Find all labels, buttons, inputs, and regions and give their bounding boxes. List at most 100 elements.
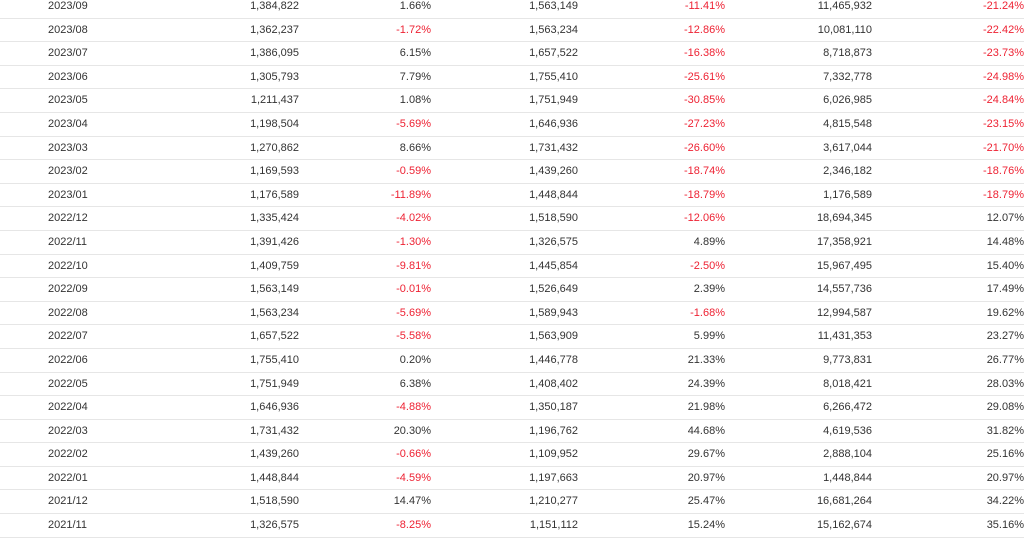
month-cell: 2022/05 [0, 372, 140, 397]
value-a-cell: 1,198,504 [140, 112, 299, 137]
value-b-cell: 1,589,943 [431, 301, 578, 326]
table-row: 2022/01 1,448,844 -4.59% 1,197,663 20.97… [0, 466, 1024, 491]
change-a-cell: 8.66% [299, 136, 431, 161]
change-a-cell: 14.47% [299, 489, 431, 515]
value-b-cell: 1,526,649 [431, 277, 578, 302]
value-a-cell: 1,751,949 [140, 372, 299, 397]
value-b-cell: 1,563,234 [431, 18, 578, 43]
table-row: 2023/02 1,169,593 -0.59% 1,439,260 -18.7… [0, 159, 1024, 184]
cumulative-cell: 4,815,548 [725, 112, 872, 137]
month-cell: 2022/04 [0, 395, 140, 420]
change-c-cell: -18.79% [872, 183, 1024, 208]
table-row: 2022/09 1,563,149 -0.01% 1,526,649 2.39%… [0, 277, 1024, 302]
month-cell: 2023/01 [0, 183, 140, 208]
change-a-cell: 20.30% [299, 419, 431, 444]
cumulative-cell: 2,888,104 [725, 442, 872, 467]
change-c-cell: -18.76% [872, 159, 1024, 184]
month-cell: 2023/05 [0, 88, 140, 113]
month-cell: 2021/11 [0, 513, 140, 538]
change-c-cell: 29.08% [872, 395, 1024, 420]
table-row: 2021/12 1,518,590 14.47% 1,210,277 25.47… [0, 489, 1024, 515]
table-row: 2022/02 1,439,260 -0.66% 1,109,952 29.67… [0, 442, 1024, 467]
month-cell: 2022/01 [0, 466, 140, 491]
value-b-cell: 1,518,590 [431, 206, 578, 231]
change-b-cell: -18.74% [578, 159, 725, 184]
change-c-cell: 31.82% [872, 419, 1024, 444]
value-a-cell: 1,563,149 [140, 277, 299, 302]
month-cell: 2023/07 [0, 41, 140, 66]
value-a-cell: 1,211,437 [140, 88, 299, 113]
month-cell: 2021/12 [0, 489, 140, 515]
change-a-cell: 1.08% [299, 88, 431, 113]
value-a-cell: 1,169,593 [140, 159, 299, 184]
value-b-cell: 1,731,432 [431, 136, 578, 161]
change-b-cell: 44.68% [578, 419, 725, 444]
change-b-cell: -11.41% [578, 0, 725, 19]
cumulative-cell: 15,162,674 [725, 513, 872, 538]
value-a-cell: 1,409,759 [140, 254, 299, 279]
change-c-cell: 28.03% [872, 372, 1024, 397]
value-a-cell: 1,384,822 [140, 0, 299, 19]
cumulative-cell: 12,994,587 [725, 301, 872, 326]
value-b-cell: 1,646,936 [431, 112, 578, 137]
table-row: 2023/07 1,386,095 6.15% 1,657,522 -16.38… [0, 41, 1024, 66]
month-cell: 2023/08 [0, 18, 140, 43]
cumulative-cell: 1,176,589 [725, 183, 872, 208]
value-a-cell: 1,755,410 [140, 348, 299, 373]
month-cell: 2022/07 [0, 324, 140, 349]
change-c-cell: -22.42% [872, 18, 1024, 43]
value-a-cell: 1,362,237 [140, 18, 299, 43]
change-c-cell: 26.77% [872, 348, 1024, 373]
value-b-cell: 1,350,187 [431, 395, 578, 420]
cumulative-cell: 8,718,873 [725, 41, 872, 66]
change-b-cell: -16.38% [578, 41, 725, 66]
change-b-cell: 21.98% [578, 395, 725, 420]
value-b-cell: 1,196,762 [431, 419, 578, 444]
value-b-cell: 1,326,575 [431, 230, 578, 255]
change-b-cell: -12.06% [578, 206, 725, 231]
month-cell: 2022/12 [0, 206, 140, 231]
change-b-cell: 24.39% [578, 372, 725, 397]
change-b-cell: -2.50% [578, 254, 725, 279]
change-a-cell: 0.20% [299, 348, 431, 373]
value-a-cell: 1,391,426 [140, 230, 299, 255]
month-cell: 2023/09 [0, 0, 140, 19]
change-c-cell: 14.48% [872, 230, 1024, 255]
table-row: 2023/05 1,211,437 1.08% 1,751,949 -30.85… [0, 88, 1024, 113]
change-a-cell: -5.69% [299, 301, 431, 326]
change-b-cell: 5.99% [578, 324, 725, 349]
cumulative-cell: 10,081,110 [725, 18, 872, 43]
cumulative-cell: 7,332,778 [725, 65, 872, 90]
table-row: 2023/08 1,362,237 -1.72% 1,563,234 -12.8… [0, 18, 1024, 43]
cumulative-cell: 9,773,831 [725, 348, 872, 373]
table-row: 2022/12 1,335,424 -4.02% 1,518,590 -12.0… [0, 206, 1024, 231]
month-cell: 2022/11 [0, 230, 140, 255]
change-c-cell: 23.27% [872, 324, 1024, 349]
change-b-cell: 4.89% [578, 230, 725, 255]
table-row: 2022/07 1,657,522 -5.58% 1,563,909 5.99%… [0, 324, 1024, 349]
change-c-cell: -23.73% [872, 41, 1024, 66]
change-b-cell: 2.39% [578, 277, 725, 302]
change-b-cell: -18.79% [578, 183, 725, 208]
table-row: 2022/05 1,751,949 6.38% 1,408,402 24.39%… [0, 372, 1024, 397]
value-a-cell: 1,448,844 [140, 466, 299, 491]
change-c-cell: 35.16% [872, 513, 1024, 538]
value-b-cell: 1,445,854 [431, 254, 578, 279]
value-b-cell: 1,439,260 [431, 159, 578, 184]
value-b-cell: 1,151,112 [431, 513, 578, 538]
value-b-cell: 1,657,522 [431, 41, 578, 66]
value-a-cell: 1,731,432 [140, 419, 299, 444]
change-b-cell: -1.68% [578, 301, 725, 326]
change-a-cell: -1.30% [299, 230, 431, 255]
change-a-cell: -0.59% [299, 159, 431, 184]
value-a-cell: 1,335,424 [140, 206, 299, 231]
change-c-cell: 17.49% [872, 277, 1024, 302]
month-cell: 2023/06 [0, 65, 140, 90]
change-a-cell: -11.89% [299, 183, 431, 208]
change-b-cell: 25.47% [578, 489, 725, 515]
month-cell: 2023/04 [0, 112, 140, 137]
cumulative-cell: 11,465,932 [725, 0, 872, 19]
table-row: 2022/04 1,646,936 -4.88% 1,350,187 21.98… [0, 395, 1024, 420]
change-a-cell: 7.79% [299, 65, 431, 90]
change-a-cell: -4.59% [299, 466, 431, 491]
